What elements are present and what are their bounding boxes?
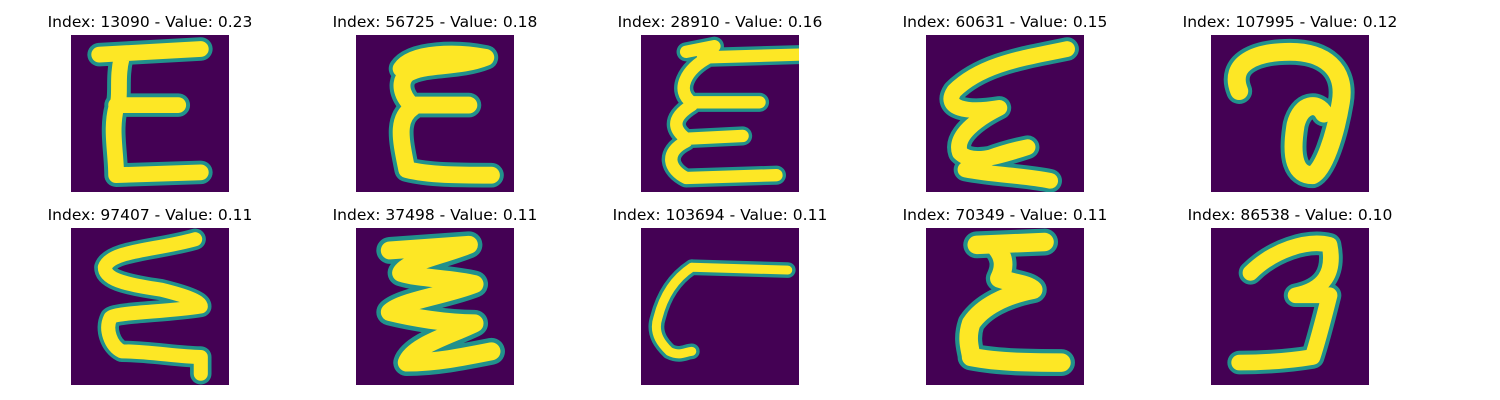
handwritten-image xyxy=(1211,35,1369,192)
panel-title: Index: 60631 - Value: 0.15 xyxy=(902,13,1108,31)
grid-cell: Index: 56725 - Value: 0.18 xyxy=(285,0,585,192)
panel-title: Index: 56725 - Value: 0.18 xyxy=(332,13,538,31)
handwritten-image xyxy=(926,35,1084,192)
grid-cell: Index: 28910 - Value: 0.16 xyxy=(570,0,870,192)
grid-cell: Index: 107995 - Value: 0.12 xyxy=(1140,0,1440,192)
panel-title: Index: 97407 - Value: 0.11 xyxy=(47,206,253,224)
panel-title: Index: 13090 - Value: 0.23 xyxy=(47,13,253,31)
grid-cell: Index: 103694 - Value: 0.11 xyxy=(570,193,870,385)
panel-title: Index: 28910 - Value: 0.16 xyxy=(617,13,823,31)
handwritten-image xyxy=(71,228,229,385)
panel-title: Index: 103694 - Value: 0.11 xyxy=(612,206,828,224)
panel-title: Index: 37498 - Value: 0.11 xyxy=(332,206,538,224)
handwritten-image xyxy=(1211,228,1369,385)
grid-cell: Index: 37498 - Value: 0.11 xyxy=(285,193,585,385)
panel-title: Index: 70349 - Value: 0.11 xyxy=(902,206,1108,224)
panel-title: Index: 86538 - Value: 0.10 xyxy=(1187,206,1393,224)
handwritten-image xyxy=(641,228,799,385)
grid-cell: Index: 97407 - Value: 0.11 xyxy=(0,193,300,385)
grid-cell: Index: 60631 - Value: 0.15 xyxy=(855,0,1155,192)
grid-cell: Index: 70349 - Value: 0.11 xyxy=(855,193,1155,385)
handwritten-image xyxy=(926,228,1084,385)
handwritten-image xyxy=(356,228,514,385)
handwritten-image xyxy=(71,35,229,192)
panel-title: Index: 107995 - Value: 0.12 xyxy=(1182,13,1398,31)
handwritten-image xyxy=(641,35,799,192)
grid-cell: Index: 86538 - Value: 0.10 xyxy=(1140,193,1440,385)
handwritten-image xyxy=(356,35,514,192)
grid-cell: Index: 13090 - Value: 0.23 xyxy=(0,0,300,192)
